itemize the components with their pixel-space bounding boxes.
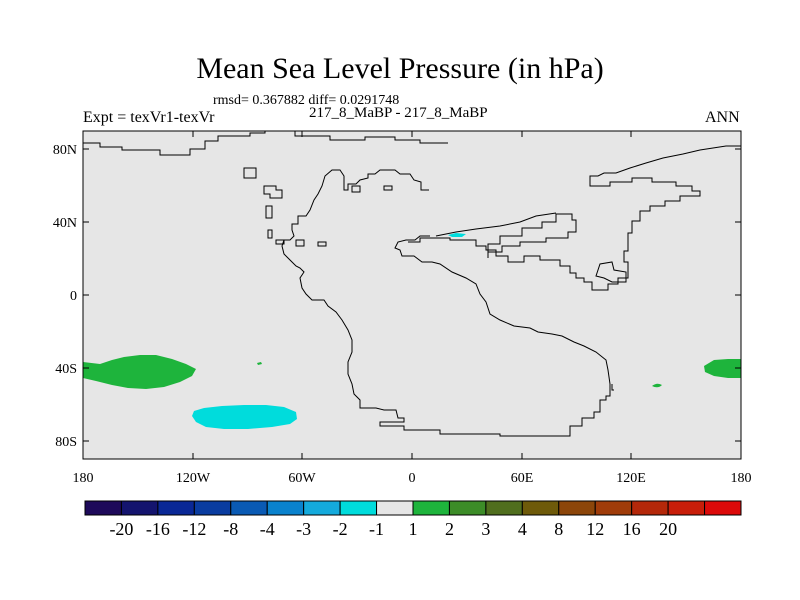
x-tick-label: 120E [616, 471, 646, 486]
colorbar-label: 2 [445, 519, 454, 539]
colorbar-swatch [631, 500, 669, 516]
x-tick-label: 180 [731, 471, 752, 486]
negative-anomaly-region [192, 405, 297, 429]
colorbar-swatch [558, 500, 596, 516]
colorbar-label: 3 [481, 519, 490, 539]
positive-anomaly-region [652, 383, 662, 388]
colorbar-swatch [84, 500, 122, 516]
coastline [611, 384, 614, 391]
colorbar-swatch [230, 500, 268, 516]
coastlines [83, 130, 741, 437]
colorbar-swatch [376, 500, 414, 516]
colorbar-label: -16 [146, 519, 170, 539]
colorbar-swatch [266, 500, 305, 516]
coastline [263, 185, 283, 199]
coastline [408, 145, 741, 291]
colorbar-swatch [120, 500, 159, 516]
colorbar-label: -1 [369, 519, 384, 539]
x-tick-label: 180 [73, 471, 94, 486]
x-tick-label: 120W [176, 471, 211, 486]
y-tick-label: 40N [53, 216, 77, 231]
colorbar-swatch [412, 500, 450, 516]
anomaly-field [83, 233, 741, 429]
colorbar-swatch [485, 500, 523, 516]
colorbar-swatch [448, 500, 487, 516]
x-tick-label: 0 [409, 471, 416, 486]
colorbar-swatch [594, 500, 633, 516]
experiment-label: Expt = texVr1-texVr [83, 109, 215, 126]
x-tick-label: 60E [511, 471, 534, 486]
case-line: 217_8_MaBP - 217_8_MaBP [309, 105, 488, 121]
y-axis-labels: 80N 40N 0 40S 80S [53, 143, 77, 450]
coastline [487, 213, 577, 258]
y-tick-label: 40S [55, 362, 77, 377]
coastline [295, 239, 305, 247]
colorbar-label: -20 [109, 519, 133, 539]
coastline [267, 229, 273, 239]
colorbar-label: -4 [260, 519, 275, 539]
colorbar-label: 4 [518, 519, 527, 539]
colorbar [84, 500, 742, 516]
y-tick-label: 80S [55, 435, 77, 450]
tick-marks [82, 131, 742, 459]
colorbar-swatch [704, 500, 742, 516]
coastline [317, 241, 327, 247]
colorbar-swatch [157, 500, 195, 516]
colorbar-label: -3 [296, 519, 311, 539]
coastline [351, 185, 361, 193]
colorbar-label: -2 [333, 519, 348, 539]
coastline [275, 239, 285, 245]
colorbar-label: -8 [223, 519, 238, 539]
x-tick-label: 60W [288, 471, 316, 486]
coastline [281, 169, 611, 437]
season-label: ANN [705, 109, 740, 126]
positive-anomaly-region [257, 362, 262, 365]
colorbar-swatch [521, 500, 560, 516]
stats-line: rmsd= 0.367882 diff= 0.0291748 [213, 93, 400, 108]
colorbar-swatch [303, 500, 341, 516]
y-tick-label: 0 [70, 289, 77, 304]
colorbar-label: 12 [586, 519, 604, 539]
y-tick-label: 80N [53, 143, 77, 158]
coastline [383, 185, 393, 191]
coastline [435, 212, 557, 237]
negative-anomaly-region [448, 233, 466, 237]
x-axis-labels: 180 120W 60W 0 60E 120E 180 [73, 471, 752, 486]
map-background [83, 131, 741, 459]
colorbar-label: 1 [409, 519, 418, 539]
coastline [595, 261, 627, 283]
coastline [243, 167, 257, 179]
colorbar-label: 20 [659, 519, 677, 539]
coastline [265, 205, 273, 219]
positive-anomaly-region [83, 355, 196, 389]
coastline [83, 130, 448, 156]
colorbar-label: -12 [182, 519, 206, 539]
colorbar-swatch [667, 500, 706, 516]
positive-anomaly-region [704, 359, 741, 378]
colorbar-swatch [339, 500, 378, 516]
colorbar-label: 16 [623, 519, 641, 539]
map-title: Mean Sea Level Pressure (in hPa) [196, 52, 604, 85]
colorbar-label: 8 [554, 519, 563, 539]
colorbar-swatch [193, 500, 232, 516]
colorbar-labels: -20 -16 -12 -8 -4 -3 -2 -1 1 2 3 4 8 12 16 20 [109, 519, 677, 539]
